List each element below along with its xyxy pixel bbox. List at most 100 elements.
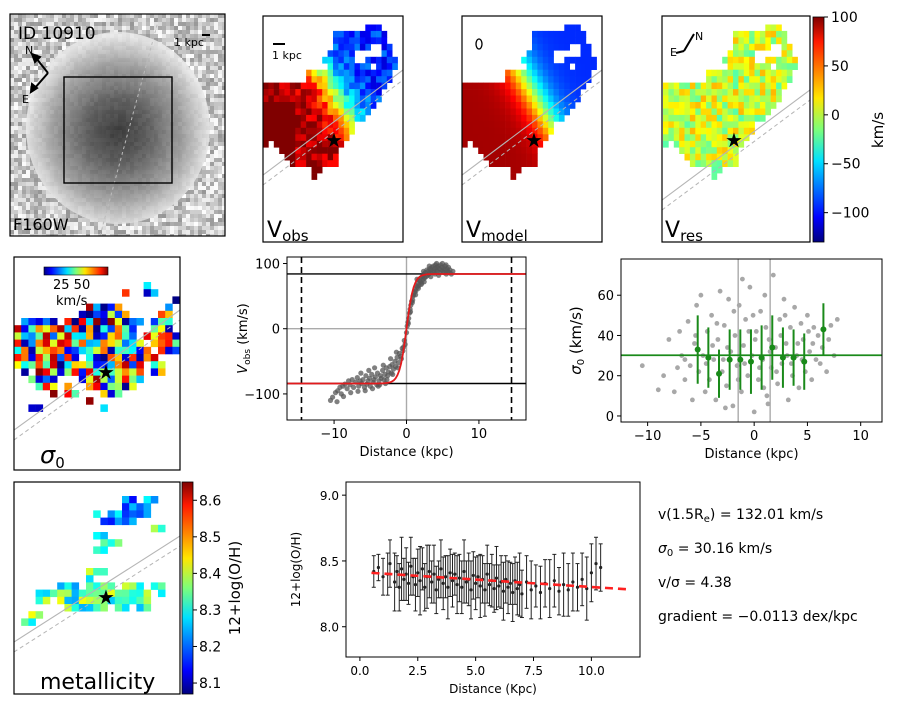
velocity-pixel	[505, 95, 511, 103]
velocity-pixel	[521, 69, 527, 77]
velocity-pixel	[333, 147, 339, 154]
velocity-pixel	[359, 108, 366, 116]
noise-pixel	[218, 170, 222, 174]
noise-pixel	[214, 122, 218, 126]
noise-pixel	[82, 218, 86, 222]
velocity-pixel	[733, 108, 739, 116]
noise-pixel	[222, 46, 225, 50]
velocity-pixel	[749, 127, 755, 135]
noise-pixel	[222, 154, 225, 158]
velocity-pixel	[300, 95, 307, 103]
data-point	[711, 357, 717, 362]
noise-pixel	[78, 18, 82, 22]
noise-pixel	[26, 158, 30, 162]
velocity-pixel	[558, 89, 565, 96]
x-tick-label: 5	[803, 429, 811, 444]
noise-pixel	[26, 206, 30, 210]
noise-pixel	[190, 38, 194, 42]
velocity-pixel	[765, 43, 771, 51]
noise-pixel	[26, 174, 30, 178]
velocity-pixel	[279, 108, 285, 116]
sigma-pixel	[122, 354, 130, 362]
noise-pixel	[34, 26, 38, 30]
binned-point	[726, 356, 733, 363]
velocity-pixel	[322, 69, 328, 77]
data-point	[655, 387, 661, 393]
noise-pixel	[150, 226, 154, 230]
noise-pixel	[122, 222, 126, 226]
noise-pixel	[46, 50, 50, 54]
velocity-pixel	[263, 89, 269, 96]
velocity-pixel	[765, 63, 771, 70]
noise-pixel	[58, 14, 62, 18]
noise-pixel	[10, 102, 14, 106]
velocity-pixel	[289, 127, 296, 135]
noise-pixel	[22, 174, 26, 178]
velocity-pixel	[333, 160, 339, 167]
noise-pixel	[22, 158, 26, 162]
velocity-pixel	[381, 30, 388, 38]
velocity-pixel	[569, 95, 576, 103]
velocity-pixel	[754, 76, 761, 83]
velocity-pixel	[499, 95, 506, 103]
noise-pixel	[162, 34, 166, 38]
noise-pixel	[210, 226, 214, 230]
velocity-pixel	[689, 114, 696, 122]
noise-pixel	[26, 222, 30, 226]
velocity-pixel	[343, 89, 350, 96]
noise-pixel	[194, 46, 198, 50]
noise-pixel	[166, 234, 170, 236]
noise-pixel	[106, 230, 110, 234]
velocity-pixel	[370, 37, 377, 45]
sigma-pixel	[93, 382, 101, 391]
velocity-pixel	[494, 102, 500, 109]
data-point	[487, 583, 492, 587]
metallicity-pixel	[93, 546, 101, 554]
velocity-pixel	[700, 147, 707, 154]
noise-pixel	[222, 126, 225, 130]
noise-pixel	[26, 154, 30, 158]
velocity-pixel	[553, 69, 560, 77]
data-point	[402, 577, 406, 581]
noise-pixel	[194, 14, 198, 18]
metallicity-pixel	[129, 589, 137, 598]
noise-pixel	[206, 226, 210, 230]
noise-pixel	[66, 214, 70, 218]
velocity-pixel	[289, 160, 296, 167]
velocity-pixel	[462, 89, 468, 96]
velocity-pixel	[510, 121, 517, 129]
velocity-pixel	[311, 95, 318, 103]
sigma-pixel	[78, 325, 87, 333]
noise-pixel	[214, 170, 218, 174]
sigma-pixel	[86, 332, 94, 340]
sigma-pixel	[71, 325, 80, 333]
noise-pixel	[202, 90, 206, 94]
metallicity-colorbar-ticks: 8.68.58.48.38.28.1	[193, 493, 221, 692]
binned-point	[737, 356, 744, 363]
noise-pixel	[18, 102, 22, 106]
noise-pixel	[94, 14, 98, 18]
noise-pixel	[90, 26, 94, 30]
noise-pixel	[54, 198, 58, 202]
velocity-pixel	[786, 69, 793, 77]
velocity-pixel	[711, 108, 718, 116]
noise-pixel	[206, 58, 210, 62]
noise-pixel	[198, 58, 202, 62]
noise-pixel	[34, 18, 38, 22]
velocity-pixel	[311, 153, 318, 161]
velocity-pixel	[668, 114, 675, 122]
sigma-pixel	[107, 339, 116, 348]
velocity-pixel	[515, 127, 522, 135]
sigma-pixel	[93, 354, 101, 362]
noise-pixel	[222, 186, 225, 190]
data-point	[369, 386, 376, 392]
x-tick-label: 0	[402, 427, 410, 442]
data-point	[758, 308, 763, 314]
colorbar-tick-label: 8.3	[199, 603, 221, 619]
velocity-pixel	[781, 43, 788, 51]
velocity-pixel	[526, 127, 533, 135]
noise-pixel	[22, 50, 26, 54]
noise-pixel	[198, 34, 202, 38]
noise-pixel	[190, 66, 194, 70]
noise-pixel	[14, 190, 18, 194]
